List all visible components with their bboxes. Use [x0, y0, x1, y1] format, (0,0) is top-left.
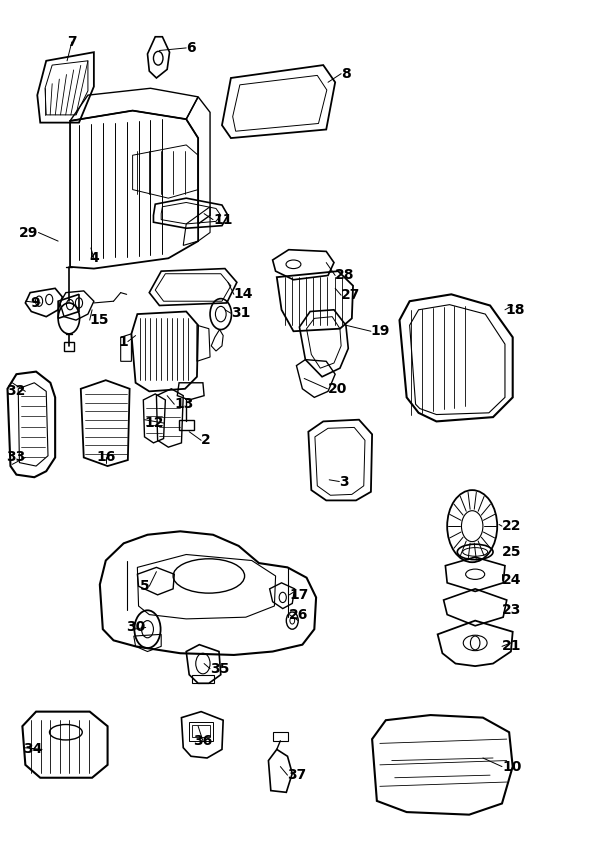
Text: 32: 32	[6, 384, 25, 398]
Text: 17: 17	[289, 588, 309, 602]
Text: 5: 5	[139, 580, 150, 593]
Text: 11: 11	[213, 212, 233, 227]
Text: 6: 6	[186, 41, 196, 55]
Text: 15: 15	[90, 313, 109, 327]
Text: 18: 18	[505, 303, 524, 316]
Text: 19: 19	[371, 324, 390, 338]
Bar	[179, 420, 194, 430]
Text: 27: 27	[341, 288, 361, 302]
Text: 36: 36	[193, 734, 212, 748]
Text: 29: 29	[19, 225, 38, 240]
Text: 34: 34	[23, 742, 42, 757]
Text: 12: 12	[145, 416, 164, 430]
Text: 3: 3	[339, 475, 349, 488]
Text: 35: 35	[210, 661, 230, 676]
Bar	[189, 722, 213, 740]
Text: 9: 9	[30, 296, 40, 310]
Text: 1: 1	[118, 335, 128, 348]
Text: 24: 24	[502, 574, 521, 587]
Text: 16: 16	[96, 451, 115, 464]
Text: 14: 14	[234, 287, 254, 301]
Text: 4: 4	[89, 251, 99, 265]
Text: 2: 2	[201, 433, 211, 447]
Bar	[64, 342, 74, 351]
Text: 21: 21	[502, 639, 521, 654]
Text: 26: 26	[289, 608, 309, 622]
Bar	[192, 725, 210, 737]
Bar	[273, 732, 288, 740]
Text: 20: 20	[328, 382, 347, 396]
Text: 28: 28	[335, 268, 355, 282]
Text: 30: 30	[126, 620, 146, 635]
Bar	[192, 675, 213, 684]
Text: 22: 22	[502, 519, 521, 533]
Text: 7: 7	[67, 35, 77, 49]
Text: 23: 23	[502, 604, 521, 617]
Text: 13: 13	[174, 397, 194, 411]
Text: 33: 33	[6, 451, 25, 464]
Text: 8: 8	[341, 67, 351, 81]
Text: 31: 31	[231, 306, 251, 320]
Text: 25: 25	[502, 545, 521, 559]
Text: 37: 37	[288, 768, 307, 782]
Text: 10: 10	[502, 759, 521, 774]
